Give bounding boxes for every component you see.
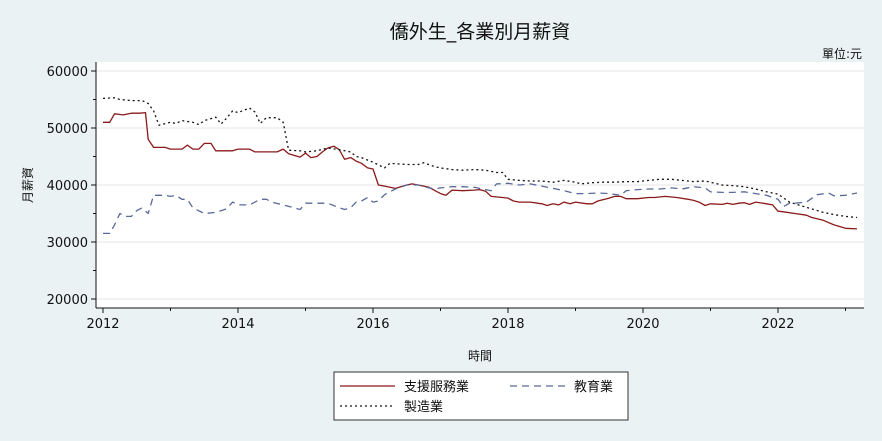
x-tick-label: 2020 (626, 317, 659, 332)
x-axis-title: 時間 (468, 349, 492, 363)
x-tick-label: 2018 (491, 317, 524, 332)
legend-label-support-services: 支援服務業 (404, 379, 469, 395)
x-tick-label: 2014 (221, 317, 254, 332)
legend-box (333, 371, 629, 421)
chart-title: 僑外生_各業別月薪資 (390, 21, 571, 43)
y-tick-label: 40000 (47, 179, 88, 194)
axes (91, 62, 864, 313)
y-tick-label: 50000 (47, 122, 88, 137)
gridlines (96, 70, 864, 300)
series-line-1 (103, 182, 858, 235)
unit-note: 單位:元 (822, 46, 862, 61)
series-line-2 (102, 97, 858, 219)
x-tick-label: 2016 (356, 317, 389, 332)
legend-label-education: 教育業 (574, 379, 613, 395)
y-tick-label: 20000 (47, 293, 88, 308)
y-tick-label: 60000 (47, 65, 88, 80)
tick-labels: 20000 30000 40000 50000 60000 2012 2014 2016 201… (47, 65, 795, 332)
series-lines (102, 97, 858, 235)
legend: 支援服務業 教育業 製造業 (333, 371, 629, 421)
series-line-0 (103, 111, 858, 230)
y-tick-label: 30000 (47, 236, 88, 251)
legend-label-manufacturing: 製造業 (404, 399, 443, 415)
y-axis-title: 月薪資 (21, 167, 35, 203)
x-tick-label: 2012 (86, 317, 119, 332)
x-tick-label: 2022 (761, 317, 794, 332)
